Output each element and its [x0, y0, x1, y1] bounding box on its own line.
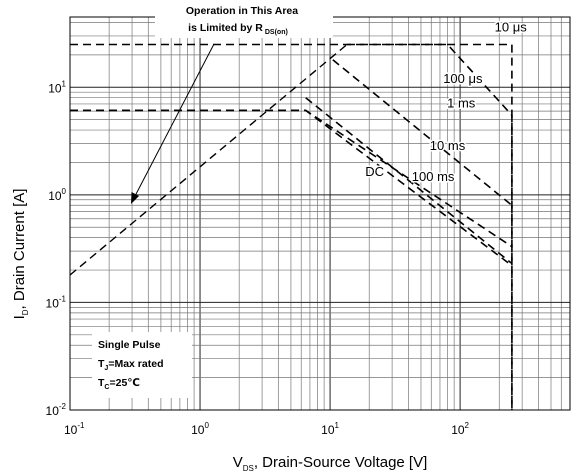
x-tick-label: 10-1 [64, 421, 85, 437]
condition-tc-rest: =25℃ [109, 377, 140, 389]
y-tick-label-base: 10 [48, 81, 62, 95]
rds-annotation-line2-main: is Limited by R [188, 22, 263, 34]
rds-annotation-line2: is Limited by R DS(on) [188, 22, 288, 36]
x-tick-label-base: 10 [321, 423, 335, 437]
rds-annotation-bg [155, 0, 333, 38]
series-label-1-ms: 1 ms [447, 95, 476, 110]
y-tick-label-exp: -2 [59, 402, 67, 411]
series-labels: 10 μs 100 μs 1 ms 10 ms 100 ms DC [364, 18, 529, 185]
condition-tc: TC=25℃ [98, 377, 140, 391]
series-line-10-s [70, 43, 513, 410]
y-tick-label-base: 10 [48, 189, 62, 203]
condition-single-pulse: Single Pulse [98, 339, 161, 351]
series-line-dc [70, 109, 513, 267]
x-tick-label-base: 10 [191, 423, 205, 437]
y-tick-label-base: 10 [46, 296, 60, 310]
y-tick-label: 100 [48, 187, 66, 203]
y-axis-title-sub: D [21, 309, 30, 315]
condition-tj: TJ=Max rated [98, 358, 163, 372]
y-axis-title-main: I [11, 315, 28, 319]
rds-annotation-line1: Operation in This Area [186, 5, 298, 17]
x-tick-label-exp: 0 [204, 421, 209, 430]
y-tick-label: 101 [48, 79, 66, 95]
x-tick-label-base: 10 [64, 423, 78, 437]
condition-tc-main: T [98, 377, 105, 389]
condition-tj-main: T [98, 358, 105, 370]
series-label-10-s: 10 μs [495, 19, 528, 34]
y-axis-title: ID, Drain Current [A] [11, 189, 30, 320]
series-label-dc: DC [365, 164, 384, 179]
condition-tj-rest: =Max rated [108, 358, 163, 370]
x-axis-title-main: V [233, 454, 243, 471]
y-tick-label-base: 10 [46, 404, 60, 418]
condition-tj-sub: J [104, 365, 108, 372]
series-label-100-ms: 100 ms [412, 169, 455, 184]
x-tick-label-base: 10 [451, 423, 465, 437]
rds-limit-line [69, 43, 348, 276]
rds-annotation: Operation in This Area is Limited by R DS… [131, 0, 333, 204]
y-tick-label-exp: 0 [62, 187, 67, 196]
conditions-box: Single Pulse TJ=Max rated TC=25℃ [92, 332, 192, 398]
condition-tc-sub: C [104, 384, 109, 391]
series-label-100-s: 100 μs [443, 71, 483, 86]
y-tick-label: 10-2 [46, 402, 67, 418]
x-axis-title: VDS, Drain-Source Voltage [V] [233, 454, 428, 473]
y-axis-title-rest: , Drain Current [A] [11, 189, 28, 310]
rds-annotation-arrowhead [131, 192, 139, 204]
y-tick-label: 10-1 [46, 294, 67, 310]
series-line-100-ms [305, 97, 513, 265]
x-tick-label-exp: 2 [465, 421, 470, 430]
conditions-box-bg [92, 332, 192, 398]
series-label-10-ms: 10 ms [430, 138, 466, 153]
x-tick-label: 100 [191, 421, 209, 437]
x-axis-title-rest: , Drain-Source Voltage [V] [254, 454, 427, 471]
x-tick-label-exp: -1 [77, 421, 85, 430]
x-tick-label: 101 [321, 421, 339, 437]
x-tick-label: 102 [451, 421, 469, 437]
rds-annotation-line2-sub: DS(on) [265, 29, 288, 36]
x-tick-label-exp: 1 [335, 421, 340, 430]
x-axis-title-sub: DS [243, 464, 254, 473]
soa-curves [69, 43, 513, 410]
y-tick-label-exp: -1 [59, 294, 67, 303]
rds-annotation-arrow [133, 43, 215, 199]
y-tick-label-exp: 1 [62, 79, 67, 88]
